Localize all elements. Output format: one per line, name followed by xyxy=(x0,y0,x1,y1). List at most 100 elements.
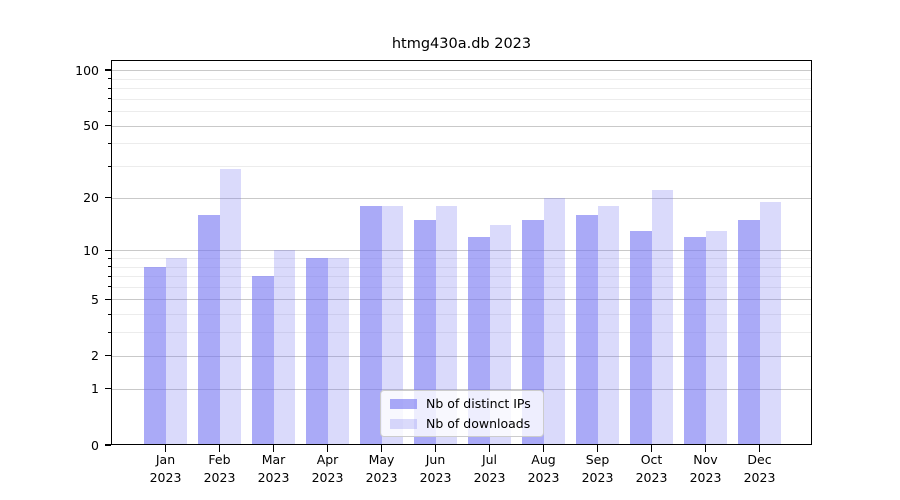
x-tick-label-year: 2023 xyxy=(365,469,398,485)
legend-swatch-distinct-ips xyxy=(390,398,417,409)
x-tick-mark xyxy=(704,445,707,452)
y-tick-label: 1 xyxy=(91,381,99,397)
x-tick-mark xyxy=(218,445,221,452)
y-minor-tick-mark xyxy=(107,331,111,333)
y-tick-mark xyxy=(104,124,111,127)
gridline-major xyxy=(111,299,812,301)
x-tick-label: Jul 2023 xyxy=(463,451,517,486)
bar-downloads xyxy=(327,258,349,445)
x-tick-mark xyxy=(650,445,653,452)
y-minor-tick-mark xyxy=(107,165,111,167)
bar-distinct-ips xyxy=(414,219,436,445)
x-tick-label-year: 2023 xyxy=(581,469,614,485)
y-tick-label: 0 xyxy=(91,437,99,453)
x-tick-label-month: Jun xyxy=(425,452,446,467)
y-minor-tick-mark xyxy=(107,286,111,288)
x-tick-label-year: 2023 xyxy=(635,469,668,485)
gridline-minor xyxy=(111,111,812,113)
bar-downloads xyxy=(165,258,187,445)
x-tick-label-month: Feb xyxy=(208,452,231,467)
y-tick-mark xyxy=(104,298,111,301)
y-minor-tick-mark xyxy=(107,98,111,100)
x-tick-label-year: 2023 xyxy=(527,469,560,485)
x-tick-label-year: 2023 xyxy=(149,469,182,485)
x-tick-mark xyxy=(380,445,383,452)
bar-downloads xyxy=(705,230,727,445)
x-tick-label: Mar 2023 xyxy=(247,451,301,486)
x-tick-mark xyxy=(434,445,437,452)
y-tick-label: 100 xyxy=(75,62,99,78)
legend-label-downloads: Nb of downloads xyxy=(426,416,531,431)
x-tick-mark xyxy=(272,445,275,452)
y-tick-mark xyxy=(104,69,111,71)
legend: Nb of distinct IPs Nb of downloads xyxy=(380,390,544,437)
gridline-minor xyxy=(111,266,812,268)
x-tick-mark xyxy=(542,445,545,452)
x-tick-mark xyxy=(164,445,167,452)
bar-distinct-ips xyxy=(144,266,166,445)
gridline-minor xyxy=(111,258,812,259)
x-tick-label-year: 2023 xyxy=(473,469,506,485)
legend-label-distinct-ips: Nb of distinct IPs xyxy=(426,396,531,411)
y-tick-label: 2 xyxy=(91,348,99,364)
bar-downloads xyxy=(597,205,619,445)
bar-distinct-ips xyxy=(738,219,760,445)
x-tick-label-month: Apr xyxy=(316,452,339,467)
x-tick-label: Feb 2023 xyxy=(193,451,247,486)
y-tick-mark xyxy=(104,197,111,199)
y-tick-mark xyxy=(104,355,111,357)
bar-downloads xyxy=(759,201,781,445)
y-tick-mark xyxy=(104,444,111,446)
gridline-major xyxy=(111,355,812,357)
bar-downloads xyxy=(219,168,241,445)
y-tick-label: 5 xyxy=(91,291,99,307)
bar-distinct-ips xyxy=(630,230,652,445)
bar-distinct-ips xyxy=(684,236,706,445)
x-tick-label-month: Aug xyxy=(531,452,556,467)
x-tick-label-month: Jul xyxy=(481,452,498,467)
gridline-minor xyxy=(111,332,812,334)
y-tick-mark xyxy=(104,388,111,390)
y-minor-tick-mark xyxy=(107,313,111,315)
gridline-minor xyxy=(111,143,812,145)
x-tick-label-month: Nov xyxy=(693,452,718,467)
gridline-minor xyxy=(111,314,812,316)
gridline-minor xyxy=(111,276,812,278)
x-tick-label: Nov 2023 xyxy=(679,451,733,486)
gridline-minor xyxy=(111,78,812,80)
legend-entry-downloads: Nb of downloads xyxy=(390,416,534,431)
x-tick-label: Jun 2023 xyxy=(409,451,463,486)
x-tick-label: Apr 2023 xyxy=(301,451,355,486)
y-minor-tick-mark xyxy=(107,110,111,112)
gridline-minor xyxy=(111,286,812,288)
bar-distinct-ips xyxy=(198,214,220,445)
y-tick-label: 50 xyxy=(83,118,99,134)
x-tick-mark xyxy=(326,445,329,452)
x-tick-label-month: May xyxy=(368,452,395,467)
x-tick-label-year: 2023 xyxy=(689,469,722,485)
x-tick-label-month: Jan xyxy=(155,452,176,467)
x-tick-label: Oct 2023 xyxy=(625,451,679,486)
x-tick-mark xyxy=(596,445,599,452)
gridline-minor xyxy=(111,88,812,90)
bar-downloads xyxy=(651,190,673,445)
x-tick-label: Aug 2023 xyxy=(517,451,571,486)
x-tick-mark xyxy=(758,445,761,452)
legend-entry-distinct-ips: Nb of distinct IPs xyxy=(390,396,534,411)
bar-distinct-ips xyxy=(306,258,328,445)
gridline-major xyxy=(111,197,812,199)
gridline-minor xyxy=(111,166,812,168)
x-tick-label: Jan 2023 xyxy=(139,451,193,486)
x-tick-label: Sep 2023 xyxy=(571,451,625,486)
y-minor-tick-mark xyxy=(107,266,111,268)
bar-distinct-ips xyxy=(522,219,544,445)
y-tick-label: 10 xyxy=(83,242,99,258)
x-tick-label-month: Oct xyxy=(640,452,663,467)
x-tick-label-month: Sep xyxy=(585,452,610,467)
bar-downloads xyxy=(381,205,403,445)
plot-area: Nb of distinct IPs Nb of downloads 0 1 2 5 1… xyxy=(75,60,812,485)
x-tick-label-year: 2023 xyxy=(743,469,776,485)
y-minor-tick-mark xyxy=(107,142,111,144)
x-tick-label-month: Mar xyxy=(261,452,286,467)
